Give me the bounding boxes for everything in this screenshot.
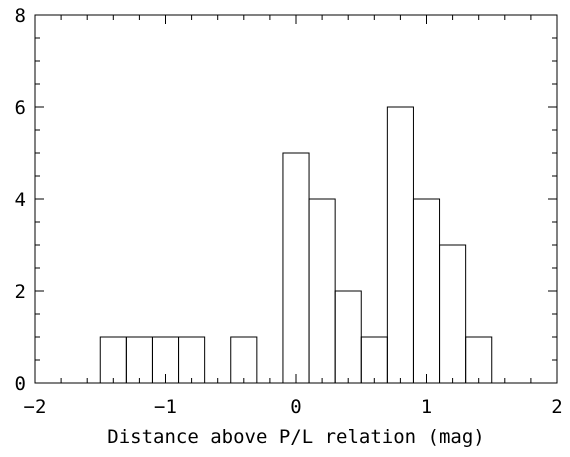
histogram-bar	[386, 106, 414, 384]
x-tick-label: 0	[290, 396, 301, 418]
x-tick-label: 2	[551, 396, 562, 418]
y-tick-label: 2	[15, 281, 26, 303]
x-axis-title: Distance above P/L relation (mag)	[107, 426, 485, 448]
histogram-bar	[334, 290, 362, 384]
y-tick-label: 6	[15, 97, 26, 119]
x-tick-label: 1	[421, 396, 432, 418]
histogram-bar	[308, 198, 336, 384]
x-tick-label: −1	[154, 396, 177, 418]
histogram-bar	[178, 336, 206, 384]
tick-labels: −2 −1 0 1 2 0 2 4 6 8	[15, 5, 563, 418]
y-tick-label: 8	[15, 5, 26, 27]
histogram-bar	[125, 336, 153, 384]
axis-ticks	[34, 14, 558, 384]
histogram-bar	[99, 336, 127, 384]
histogram-bar	[360, 336, 388, 384]
histogram-bar	[439, 244, 467, 384]
y-tick-label: 4	[15, 189, 26, 211]
histogram-bar	[465, 336, 493, 384]
y-tick-label: 0	[15, 373, 26, 395]
histogram-bar	[412, 198, 441, 384]
histogram-bars	[99, 106, 493, 384]
histogram-bar	[230, 336, 258, 384]
plot-frame	[34, 14, 558, 384]
x-tick-label: −2	[24, 396, 47, 418]
histogram-bar	[282, 152, 310, 384]
